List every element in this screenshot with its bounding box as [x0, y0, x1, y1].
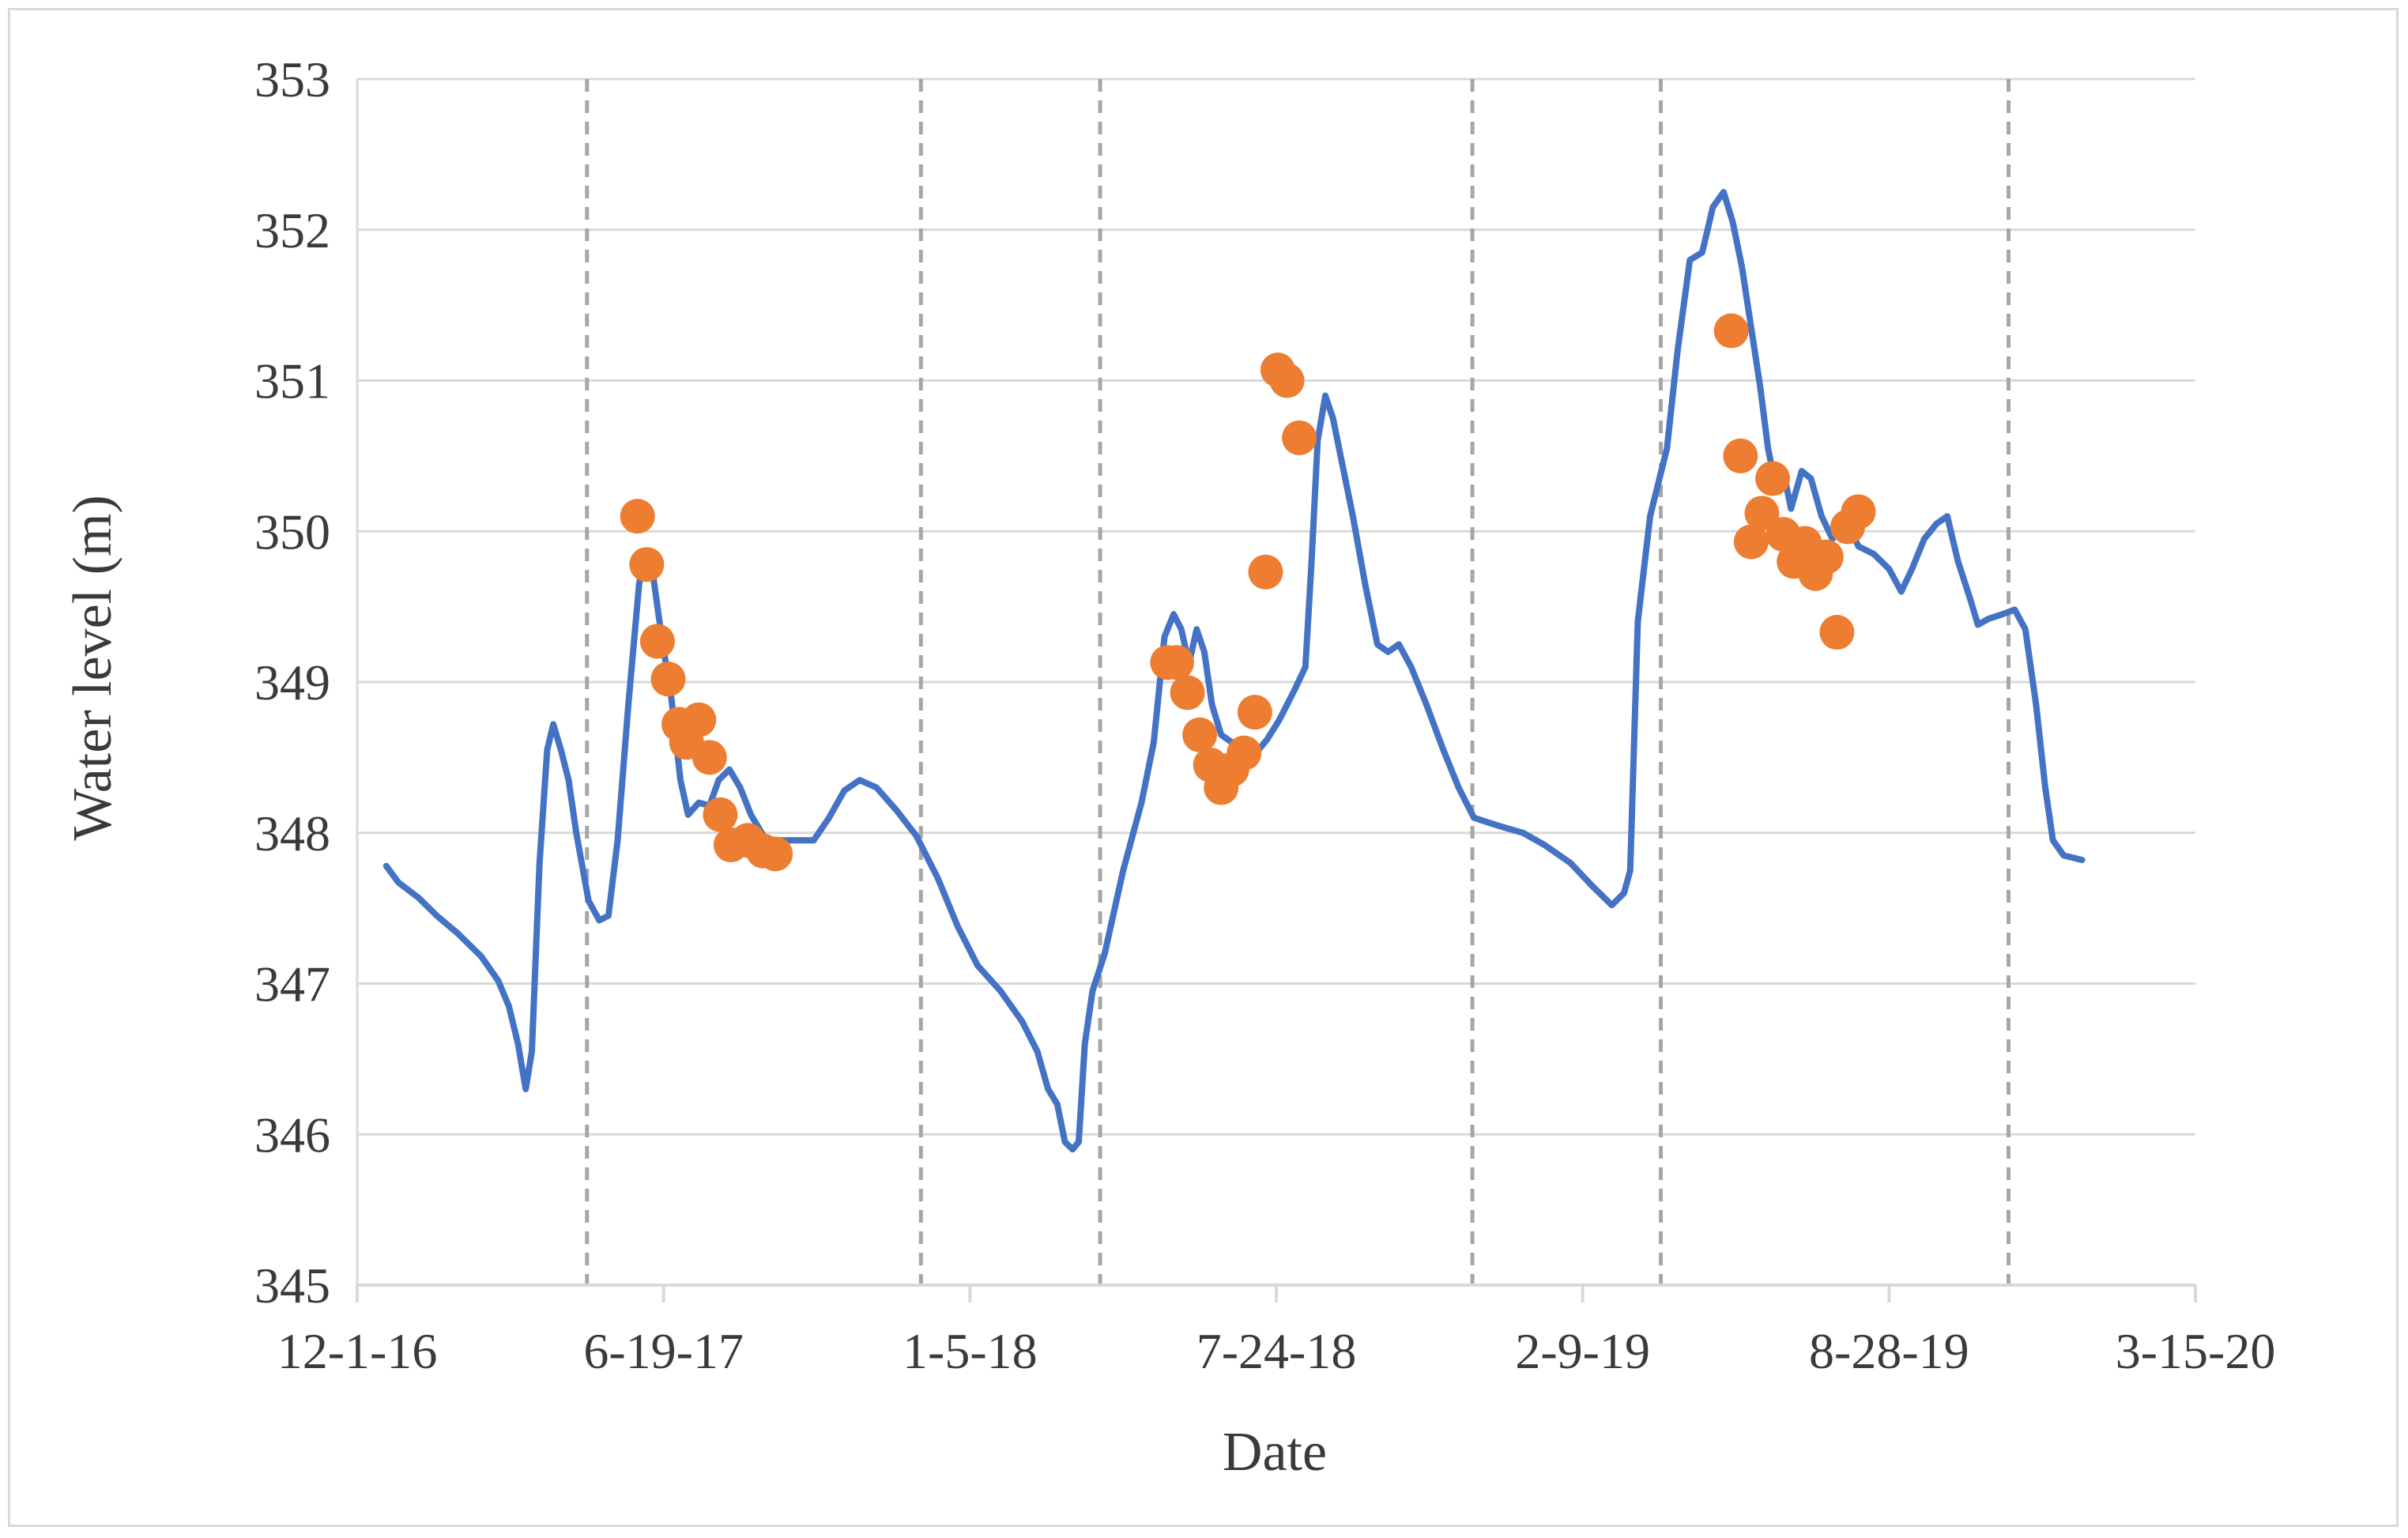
observed-point	[1733, 524, 1769, 560]
observed-point	[1269, 363, 1305, 398]
observed-point	[1248, 554, 1283, 590]
observed-point	[629, 547, 665, 582]
y-tick-label: 349	[254, 654, 330, 711]
x-tick-label: 12-1-16	[277, 1323, 438, 1379]
observed-point	[639, 624, 675, 659]
observed-point	[1723, 438, 1758, 473]
observed-point	[1744, 496, 1780, 531]
observed-point	[1159, 645, 1195, 680]
y-axis-title: Water level (m)	[62, 495, 123, 840]
y-tick-label: 353	[254, 51, 330, 107]
observed-point	[758, 836, 793, 872]
line-series	[382, 189, 2086, 1153]
y-tick-label: 350	[254, 503, 330, 560]
x-axis-title: Date	[1223, 1422, 1327, 1483]
x-tick-label: 1-5-18	[903, 1323, 1038, 1379]
observed-point	[1819, 615, 1855, 650]
water-level-line	[382, 189, 2086, 1153]
axes	[356, 1284, 2197, 1302]
reference-lines	[585, 79, 2011, 1285]
observed-point	[703, 797, 738, 832]
x-tick-label: 3-15-20	[2116, 1323, 2276, 1379]
observed-point	[1282, 420, 1317, 455]
observed-point	[1237, 695, 1272, 730]
x-tick-label: 6-19-17	[583, 1323, 744, 1379]
y-tick-label: 347	[254, 956, 330, 1012]
observed-point	[1170, 675, 1205, 711]
y-tick-label: 351	[254, 353, 330, 409]
x-tick-label: 2-9-19	[1515, 1323, 1650, 1379]
tick-labels: 345 346 347 348 349 350 351 352 353 12-1-16 6-19-1…	[254, 51, 2275, 1379]
observed-point	[650, 662, 686, 697]
observed-point	[691, 740, 727, 775]
x-tick-label: 8-28-19	[1809, 1323, 1969, 1379]
observed-point	[1227, 735, 1262, 771]
observed-point	[681, 702, 717, 737]
observed-point	[1713, 313, 1749, 349]
observed-point	[1182, 717, 1218, 752]
x-tick-label: 7-24-18	[1196, 1323, 1357, 1379]
observed-point	[1841, 494, 1876, 530]
y-tick-label: 348	[254, 805, 330, 861]
observed-point	[1808, 539, 1844, 575]
y-tick-label: 352	[254, 202, 330, 258]
scatter-series	[620, 313, 1876, 872]
y-tick-label: 345	[254, 1257, 330, 1314]
y-tick-label: 346	[254, 1106, 330, 1163]
observed-point	[1755, 461, 1791, 496]
observed-point	[620, 499, 655, 534]
